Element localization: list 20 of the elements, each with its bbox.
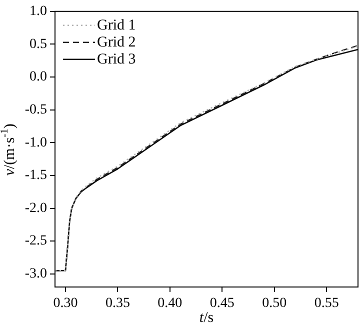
x-axis-title: t/s [199, 310, 214, 326]
legend-label: Grid 3 [97, 51, 136, 68]
x-tick-label: 0.45 [210, 296, 234, 312]
x-tick-label: 0.30 [53, 296, 78, 312]
x-tick-label: 0.35 [105, 296, 130, 312]
y-tick-label: 1.0 [30, 4, 47, 20]
y-tick-label: -2.0 [24, 200, 47, 216]
y-tick-label: 0.0 [30, 70, 47, 85]
y-tick-label: -1.5 [24, 168, 47, 184]
y-tick-label: -1.0 [24, 135, 47, 150]
y-axis-title: v/(m·s-1) [0, 124, 18, 176]
y-tick-label: -0.5 [24, 102, 47, 118]
y-tick-label: -3.0 [24, 266, 47, 282]
y-tick-label: -2.5 [24, 234, 47, 249]
legend-label: Grid 2 [97, 34, 136, 50]
x-tick-label: 0.55 [314, 296, 339, 312]
x-tick-label: 0.40 [158, 296, 182, 312]
legend-label: Grid 1 [97, 17, 136, 34]
x-tick-label: 0.50 [262, 296, 287, 312]
y-tick-label: 0.5 [30, 36, 47, 52]
